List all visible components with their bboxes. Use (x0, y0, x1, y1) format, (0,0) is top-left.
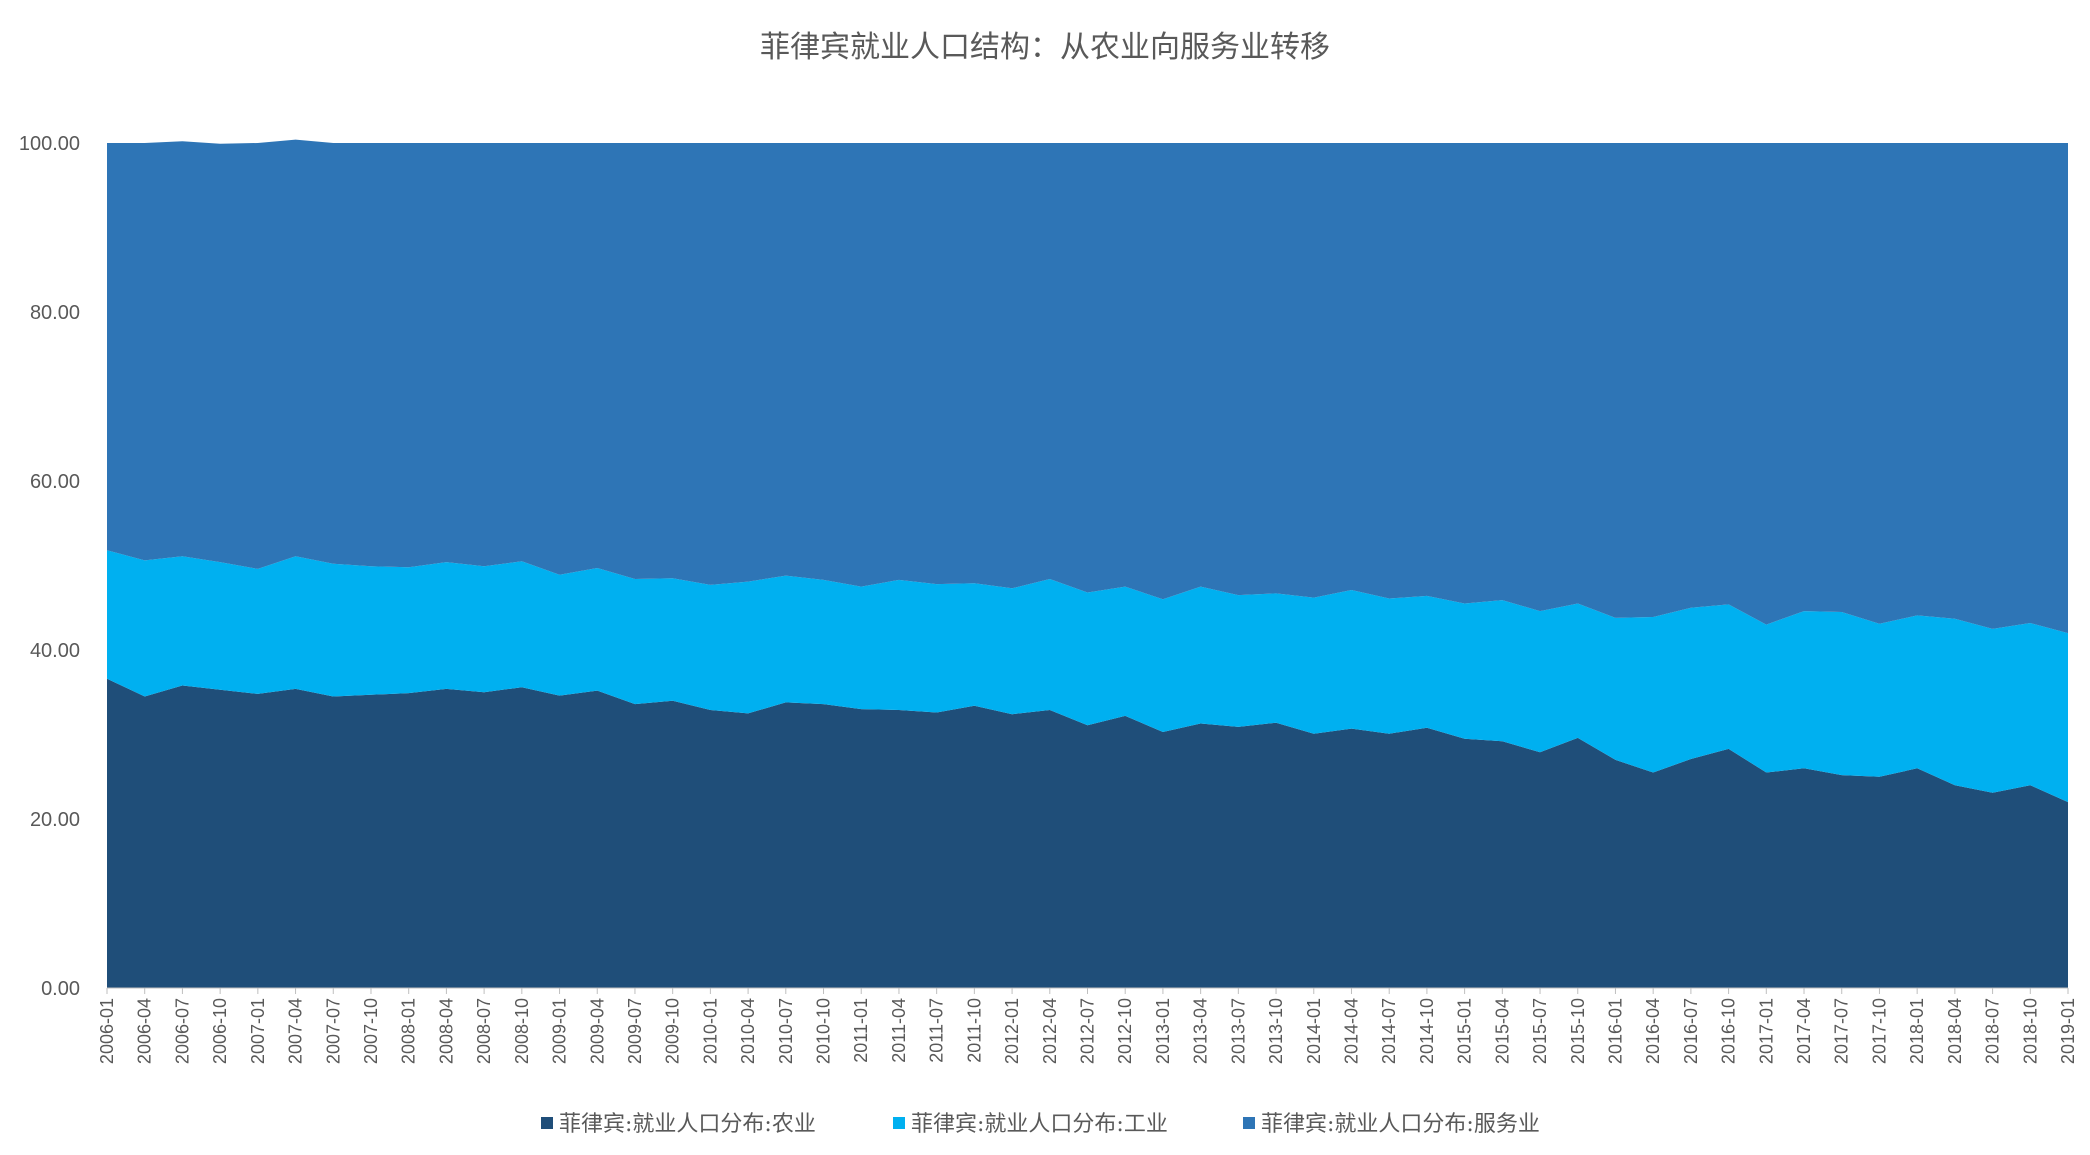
x-tick-label: 2014-04 (1342, 998, 1362, 1064)
x-tick-label: 2015-07 (1530, 998, 1550, 1064)
x-tick-label: 2006-10 (210, 998, 230, 1064)
legend-swatch-agriculture (541, 1117, 553, 1129)
x-tick-label: 2007-07 (323, 998, 343, 1064)
x-tick-label: 2010-10 (814, 998, 834, 1064)
x-tick-label: 2007-04 (286, 998, 306, 1064)
y-tick-label: 60.00 (30, 471, 80, 493)
x-tick-label: 2016-10 (1719, 998, 1739, 1064)
x-tick-label: 2017-07 (1832, 998, 1852, 1064)
x-tick-label: 2008-01 (399, 998, 419, 1064)
x-tick-label: 2014-10 (1417, 998, 1437, 1064)
x-tick-label: 2009-04 (587, 998, 607, 1064)
area-industry (107, 550, 2068, 803)
x-tick-label: 2010-01 (700, 998, 720, 1064)
x-tick-label: 2013-10 (1266, 998, 1286, 1064)
area-layer (107, 139, 2068, 988)
x-tick-label: 2011-01 (851, 998, 871, 1063)
x-tick-label: 2011-07 (927, 998, 947, 1063)
y-axis: 0.00 20.00 40.00 60.00 80.00 100.00 (19, 133, 80, 1000)
x-tick-label: 2008-10 (512, 998, 532, 1064)
x-tick-label: 2011-10 (964, 998, 984, 1063)
x-tick-label: 2016-07 (1681, 998, 1701, 1064)
x-tick-label: 2013-04 (1191, 998, 1211, 1064)
area-services (107, 139, 2068, 634)
x-tick-label: 2010-07 (776, 998, 796, 1064)
x-tick-label: 2018-10 (2020, 998, 2040, 1064)
x-tick-label: 2011-04 (889, 998, 909, 1063)
x-tick-label: 2012-01 (1002, 998, 1022, 1064)
x-tick-label: 2007-10 (361, 998, 381, 1064)
legend: 菲律宾:就业人口分布:农业 菲律宾:就业人口分布:工业 菲律宾:就业人口分布:服务业 (541, 1112, 1540, 1137)
legend-swatch-services (1243, 1117, 1255, 1129)
legend-label-agriculture: 菲律宾:就业人口分布:农业 (559, 1112, 816, 1137)
y-tick-label: 80.00 (30, 302, 80, 324)
x-tick-label: 2018-04 (1945, 998, 1965, 1064)
x-tick-label: 2012-07 (1078, 998, 1098, 1064)
chart-title: 菲律宾就业人口结构：从农业向服务业转移 (760, 30, 1330, 65)
x-tick-label: 2013-01 (1153, 998, 1173, 1064)
x-tick-label: 2015-10 (1568, 998, 1588, 1064)
x-tick-label: 2012-04 (1040, 998, 1060, 1064)
x-tick-label: 2009-10 (663, 998, 683, 1064)
x-tick-label: 2007-01 (248, 998, 268, 1064)
x-tick-label: 2009-01 (550, 998, 570, 1064)
x-axis: 2006-01 2006-04 2006-07 2006-10 2007-01 2007-… (97, 987, 2078, 1064)
x-tick-label: 2017-04 (1794, 998, 1814, 1064)
x-tick-label: 2015-01 (1455, 998, 1475, 1064)
x-tick-label: 2012-10 (1115, 998, 1135, 1064)
x-tick-label: 2017-10 (1869, 998, 1889, 1064)
y-tick-label: 100.00 (19, 133, 80, 155)
x-tick-label: 2016-01 (1606, 998, 1626, 1064)
x-tick-label: 2014-07 (1379, 998, 1399, 1064)
area-agriculture (107, 678, 2068, 988)
x-tick-label: 2006-01 (97, 998, 117, 1064)
x-tick-label: 2019-01 (2058, 998, 2078, 1064)
x-tick-label: 2006-07 (172, 998, 192, 1064)
x-tick-label: 2017-01 (1756, 998, 1776, 1064)
x-tick-label: 2013-07 (1228, 998, 1248, 1064)
x-tick-label: 2018-07 (1983, 998, 2003, 1064)
y-tick-label: 40.00 (30, 640, 80, 662)
x-tick-label: 2016-04 (1643, 998, 1663, 1064)
x-tick-label: 2014-01 (1304, 998, 1324, 1064)
x-tick-label: 2015-04 (1492, 998, 1512, 1064)
legend-label-industry: 菲律宾:就业人口分布:工业 (911, 1112, 1168, 1137)
y-tick-label: 20.00 (30, 809, 80, 831)
x-tick-label: 2018-01 (1907, 998, 1927, 1064)
x-tick-label: 2010-04 (738, 998, 758, 1064)
y-tick-label: 0.00 (41, 978, 80, 1000)
legend-label-services: 菲律宾:就业人口分布:服务业 (1261, 1112, 1540, 1137)
x-tick-label: 2009-07 (625, 998, 645, 1064)
legend-swatch-industry (893, 1117, 905, 1129)
x-tick-label: 2006-04 (135, 998, 155, 1064)
x-tick-label: 2008-07 (474, 998, 494, 1064)
x-tick-label: 2008-04 (436, 998, 456, 1064)
